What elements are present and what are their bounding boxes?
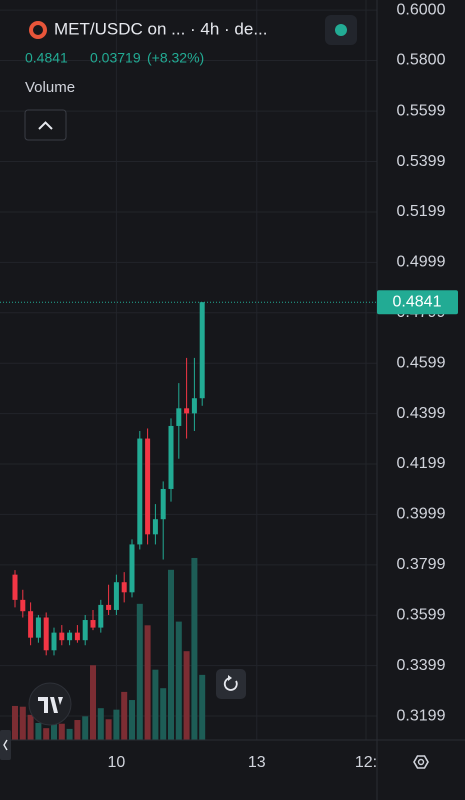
y-tick-label: 0.3999 [397, 506, 446, 523]
candle-body [191, 398, 197, 414]
candle-body [137, 438, 143, 545]
last-price-tag-label: 0.4841 [393, 293, 442, 310]
y-tick-label: 0.5399 [397, 153, 446, 170]
candle-body [12, 574, 18, 600]
volume-bar [43, 728, 50, 740]
candle-body [98, 604, 104, 628]
volume-bar [175, 621, 182, 740]
volume-bar [121, 691, 128, 740]
y-tick-label: 0.3199 [397, 707, 446, 724]
candle-body [160, 488, 166, 520]
y-tick-label: 0.3599 [397, 606, 446, 623]
volume-bar [160, 688, 167, 740]
y-tick-label: 0.4599 [397, 354, 446, 371]
volume-bar [19, 706, 26, 740]
last-price-tag [377, 290, 458, 315]
volume-bar [66, 728, 73, 740]
side-tab-icon [3, 739, 8, 751]
settings-icon [417, 758, 425, 766]
settings-button[interactable] [413, 755, 429, 769]
volume-bar [191, 557, 198, 740]
candle-body [145, 438, 151, 535]
candle-body [59, 632, 65, 641]
symbol-title[interactable]: MET/USDC on ... · 4h · de... [54, 19, 268, 38]
last-price: 0.4841 [25, 50, 68, 66]
y-tick-label: 0.3799 [397, 556, 446, 573]
volume-bar [113, 709, 120, 740]
candle-body [129, 544, 135, 593]
y-tick-label: 0.3399 [397, 657, 446, 674]
volume-label: Volume [25, 79, 75, 96]
volume-bar [152, 669, 159, 740]
y-tick-label: 0.4999 [397, 254, 446, 271]
reset-icon [228, 675, 232, 681]
candle-body [113, 582, 119, 610]
volume-bar [90, 665, 96, 740]
status-dot [335, 24, 347, 36]
volume-bar [35, 722, 42, 740]
volume-bar [168, 569, 174, 740]
volume-bar [74, 720, 81, 740]
reset-button[interactable] [216, 669, 246, 699]
x-tick-label: 10 [108, 754, 126, 771]
plot [0, 0, 377, 740]
price-change: 0.03719 [90, 50, 141, 66]
x-tick-label: 13 [248, 754, 266, 771]
y-tick-label: 0.6000 [397, 1, 446, 18]
x-tick-label: 12: [355, 754, 377, 771]
reset-icon [223, 677, 238, 691]
candle-body [184, 408, 190, 414]
volume-bar [97, 708, 104, 740]
volume-bar [27, 714, 34, 740]
candle-body [82, 620, 88, 641]
volume-bar [136, 603, 143, 740]
volume-bar [58, 723, 65, 740]
chevron-up [38, 121, 53, 130]
symbol-icon [33, 25, 43, 35]
y-tick-label: 0.5599 [397, 102, 446, 119]
candle-body [90, 620, 96, 628]
y-tick-label: 0.4199 [397, 455, 446, 472]
tv-logo-mark [38, 697, 63, 713]
volume-bar [51, 717, 57, 740]
y-tick-label: 0.5800 [397, 52, 446, 69]
side-tab[interactable] [0, 730, 11, 760]
candle-body [152, 519, 158, 535]
collapse-button[interactable] [24, 109, 67, 141]
volume-bar [12, 705, 18, 740]
candle-body [43, 617, 49, 651]
tv-logo[interactable] [28, 682, 72, 726]
volume-bar [105, 719, 112, 740]
candle-body [51, 632, 57, 651]
volume-bar [82, 716, 89, 740]
candle-body [199, 302, 205, 399]
volume-bar [144, 625, 151, 740]
candle-body [106, 604, 112, 610]
y-tick-label: 0.4399 [397, 405, 446, 422]
candle-body [20, 599, 26, 612]
volume-bar [199, 674, 206, 740]
y-tick-label: 0.5199 [397, 203, 446, 220]
volume-bar [129, 700, 135, 740]
candle-body [176, 408, 182, 426]
candle-body [74, 632, 80, 641]
candle-body [28, 611, 34, 638]
price-change-percent: (+8.32%) [147, 50, 204, 66]
candle-body [67, 632, 73, 641]
candle-body [35, 617, 41, 638]
volume-bar [183, 651, 190, 740]
candle-body [168, 425, 174, 489]
candle-body [121, 582, 127, 593]
